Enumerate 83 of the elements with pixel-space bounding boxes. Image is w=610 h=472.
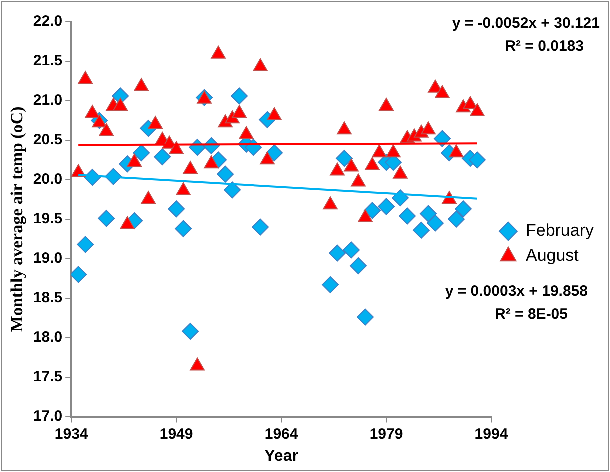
y-tick-label: 20.5 [33,132,63,149]
x-axis-title: Year [264,448,298,465]
point [182,323,200,340]
annotation: y = -0.0052x + 30.121 [452,15,600,32]
y-axis-title: Monthly average air temp (oC) [8,106,27,332]
y-tick-label: 21.5 [33,52,63,70]
point [99,123,114,136]
point [175,220,192,238]
point [267,107,282,120]
point [448,210,465,228]
point [239,126,254,140]
point [449,144,464,158]
point [260,152,275,165]
y-tick-label: 17.5 [33,368,63,386]
point [386,144,401,158]
point [154,148,172,166]
point [365,157,380,170]
point [337,122,352,135]
point [372,144,387,158]
point [322,276,340,294]
point [183,161,198,174]
point [169,141,184,154]
point [141,191,156,204]
point [421,122,436,135]
point [253,58,268,72]
legend-label: August [526,246,580,266]
point [399,208,416,225]
y-tick-label: 18.5 [33,290,63,306]
point [77,236,94,254]
point [468,152,486,169]
annotation: y = 0.0003x + 19.858 [445,283,588,300]
x-tick-label: 1964 [264,426,299,443]
point [133,144,150,162]
point [330,162,345,176]
point [134,78,150,92]
point [378,198,396,216]
point [329,244,346,262]
y-tick-label: 20.0 [33,171,63,188]
point [470,104,485,117]
point [217,166,234,183]
point [168,200,186,218]
point [435,85,450,98]
point [350,257,368,274]
point [72,266,88,284]
point [463,96,478,110]
point [336,150,354,168]
y-tick-label: 19.0 [33,250,63,268]
point [224,182,242,199]
point [323,196,338,210]
text: R² = 8E-05 [495,306,568,324]
x-tick-label: 1949 [160,426,194,443]
legend-label: February [526,221,594,240]
point [426,214,444,232]
point [204,156,219,169]
point [351,174,366,187]
point [343,242,360,259]
point [113,98,128,111]
y-tick-label: 17.0 [33,408,63,425]
y-tick-label: 22.0 [33,13,63,30]
point [78,71,94,84]
point [393,166,408,179]
point [127,154,142,168]
x-tick-label: 1934 [54,426,89,443]
point [420,205,437,222]
point [98,210,116,228]
point [232,105,247,118]
point [176,182,191,196]
text: R² = 0.0183 [505,38,584,56]
x-tick-label: 1979 [370,426,404,443]
point [412,222,430,239]
y-tick-label: 21.0 [33,92,63,110]
point [357,308,374,326]
point [148,116,163,130]
point [266,144,284,162]
point [85,105,100,118]
y-tick-label: 18.0 [33,328,63,346]
point [379,98,394,111]
point [252,218,270,236]
x-tick-label: 1994 [474,426,509,443]
point [211,46,226,59]
point [454,200,472,218]
y-tick-label: 19.5 [33,210,63,228]
point [344,158,359,172]
